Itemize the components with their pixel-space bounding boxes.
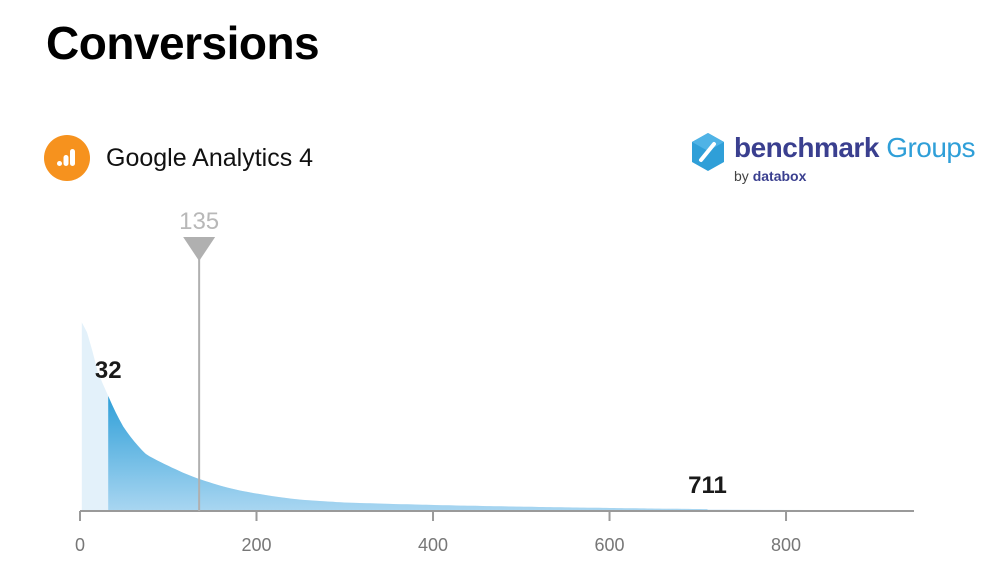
x-tick-label: 0 <box>75 535 85 555</box>
benchmark-hex-icon <box>692 133 724 171</box>
data-source-name: Google Analytics 4 <box>106 143 314 172</box>
median-label: 135 <box>179 208 219 235</box>
x-tick-label: 400 <box>418 535 448 555</box>
brand-subtitle: by databox <box>734 168 806 184</box>
x-axis-ticks: 0 200 400 600 800 <box>75 511 801 555</box>
brand-name-light: Groups <box>886 132 976 163</box>
range-low-label: 32 <box>95 357 122 384</box>
benchmark-groups-logo: benchmark Groups by databox <box>690 132 976 188</box>
google-analytics-icon <box>44 135 90 181</box>
x-tick-label: 800 <box>771 535 801 555</box>
page-title: Conversions <box>46 17 320 69</box>
range-high-label: 711 <box>688 472 727 499</box>
distribution-area-range <box>108 396 708 511</box>
brand-name: benchmark Groups <box>734 132 976 164</box>
brand-sub-name: databox <box>752 168 807 184</box>
conversions-distribution-chart: 0 200 400 600 800 135 32 711 <box>75 208 915 555</box>
median-marker-triangle <box>183 237 216 261</box>
brand-sub-by: by <box>734 168 749 184</box>
brand-name-bold: benchmark <box>734 132 879 163</box>
x-tick-label: 600 <box>595 535 625 555</box>
x-tick-label: 200 <box>241 535 271 555</box>
data-source: Google Analytics 4 <box>44 135 313 181</box>
